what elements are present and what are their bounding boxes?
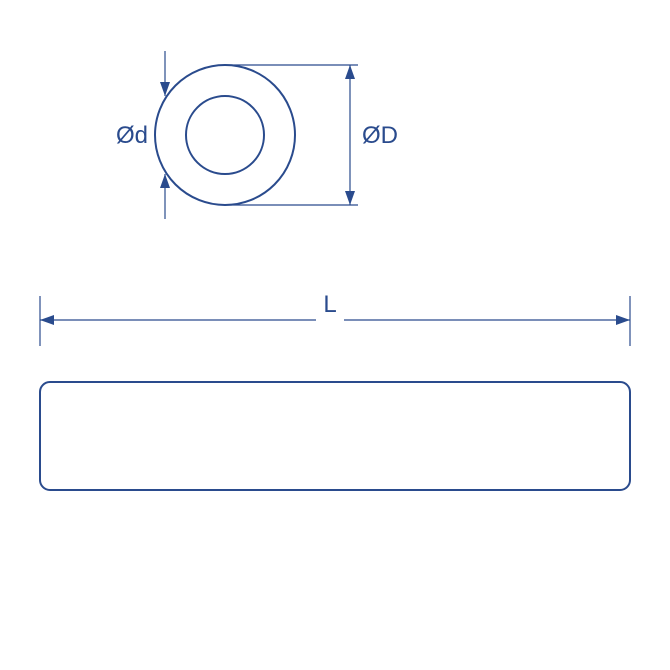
end-view-outer-circle	[155, 65, 295, 205]
end-view-inner-circle	[186, 96, 264, 174]
outer-diameter-label: ØD	[362, 122, 398, 149]
length-label: L	[323, 291, 336, 318]
side-view-rect	[40, 382, 630, 490]
inner-diameter-label: Ød	[116, 122, 148, 149]
tube-dimension-diagram: Ød ØD L	[0, 0, 670, 670]
